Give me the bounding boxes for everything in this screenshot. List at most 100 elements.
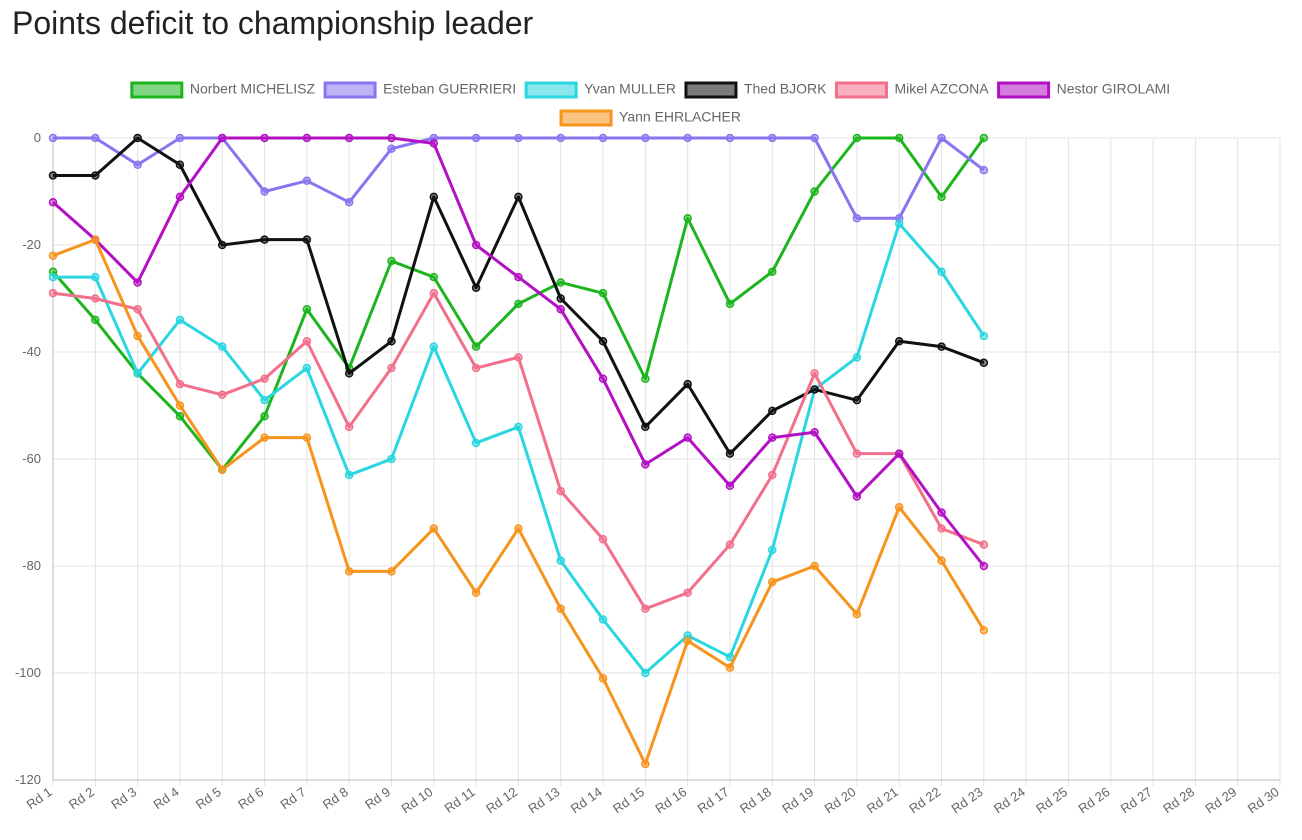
legend-label: Yvan MULLER	[584, 81, 676, 97]
point	[471, 588, 481, 597]
point	[641, 422, 650, 432]
legend-item: Norbert MICHELISZ	[130, 81, 316, 99]
point	[725, 481, 735, 490]
point	[387, 337, 396, 346]
x-tick-label: Rd 1	[24, 784, 55, 812]
point	[683, 379, 692, 389]
point	[133, 278, 142, 287]
point	[683, 636, 692, 646]
y-tick-label: -20	[22, 237, 41, 252]
point	[471, 133, 481, 143]
point	[810, 428, 819, 437]
point	[260, 374, 269, 383]
y-tick-label: -40	[22, 344, 41, 359]
point	[387, 567, 396, 576]
point	[683, 433, 692, 442]
point	[91, 272, 100, 282]
x-tick-label: Rd 12	[483, 784, 520, 816]
legend-swatch	[997, 81, 1051, 99]
point	[471, 438, 481, 448]
point	[852, 492, 862, 501]
x-tick-label: Rd 17	[695, 784, 732, 816]
point	[979, 358, 989, 367]
y-tick-label: -100	[15, 665, 41, 680]
point	[91, 171, 100, 180]
point	[175, 411, 185, 421]
point	[768, 133, 777, 143]
point	[471, 240, 481, 250]
point	[260, 433, 269, 442]
point	[387, 363, 396, 373]
point	[260, 395, 269, 405]
x-tick-label: Rd 24	[991, 784, 1028, 816]
point	[175, 133, 185, 143]
point	[810, 385, 819, 394]
point	[725, 652, 735, 662]
legend-label: Yann EHRLACHER	[619, 109, 741, 125]
point	[725, 663, 735, 672]
point	[429, 288, 439, 298]
x-tick-label: Rd 11	[442, 784, 478, 816]
point	[48, 197, 58, 207]
point	[894, 219, 904, 228]
point	[979, 625, 989, 635]
point	[48, 251, 58, 260]
y-tick-label: -60	[22, 451, 41, 466]
point	[556, 133, 565, 143]
y-tick-label: -80	[22, 558, 41, 573]
legend-item: Yvan MULLER	[524, 81, 676, 99]
x-tick-label: Rd 22	[906, 784, 943, 816]
x-tick-label: Rd 7	[277, 784, 308, 812]
x-tick-label: Rd 2	[66, 784, 97, 812]
legend-item: Yann EHRLACHER	[559, 109, 741, 127]
point	[302, 176, 312, 186]
point	[133, 160, 142, 169]
y-tick-label: -120	[15, 772, 41, 787]
point	[302, 133, 312, 143]
point	[641, 668, 650, 678]
x-tick-label: Rd 3	[108, 784, 139, 812]
point	[514, 524, 523, 533]
point	[260, 133, 269, 143]
point	[48, 272, 58, 282]
point	[894, 449, 904, 458]
point	[91, 294, 100, 303]
point	[344, 197, 354, 207]
point	[514, 272, 523, 282]
legend-label: Esteban GUERRIERI	[383, 81, 516, 97]
point	[683, 133, 692, 143]
point	[598, 674, 608, 683]
point	[344, 567, 354, 576]
point	[260, 235, 269, 244]
point	[894, 337, 904, 346]
legend-label: Nestor GIROLAMI	[1057, 81, 1171, 97]
point	[768, 577, 777, 587]
point	[91, 133, 100, 143]
point	[471, 283, 481, 293]
x-tick-label: Rd 15	[610, 784, 647, 816]
point	[344, 133, 354, 143]
legend-item: Nestor GIROLAMI	[997, 81, 1171, 99]
point	[302, 235, 312, 244]
point	[471, 342, 481, 351]
x-tick-label: Rd 16	[652, 784, 689, 816]
x-tick-label: Rd 8	[320, 784, 351, 812]
x-tick-label: Rd 20	[822, 784, 859, 816]
point	[91, 315, 100, 325]
point	[852, 609, 862, 619]
point	[429, 139, 439, 148]
point	[344, 422, 354, 432]
point	[979, 561, 989, 571]
x-tick-label: Rd 18	[737, 784, 774, 816]
point	[852, 449, 862, 458]
point	[556, 556, 565, 565]
point	[387, 133, 396, 143]
point	[810, 133, 819, 143]
point	[725, 449, 735, 458]
point	[598, 374, 608, 383]
point	[217, 240, 227, 250]
point	[217, 133, 227, 143]
point	[133, 304, 142, 314]
point	[598, 615, 608, 624]
point	[175, 401, 185, 410]
